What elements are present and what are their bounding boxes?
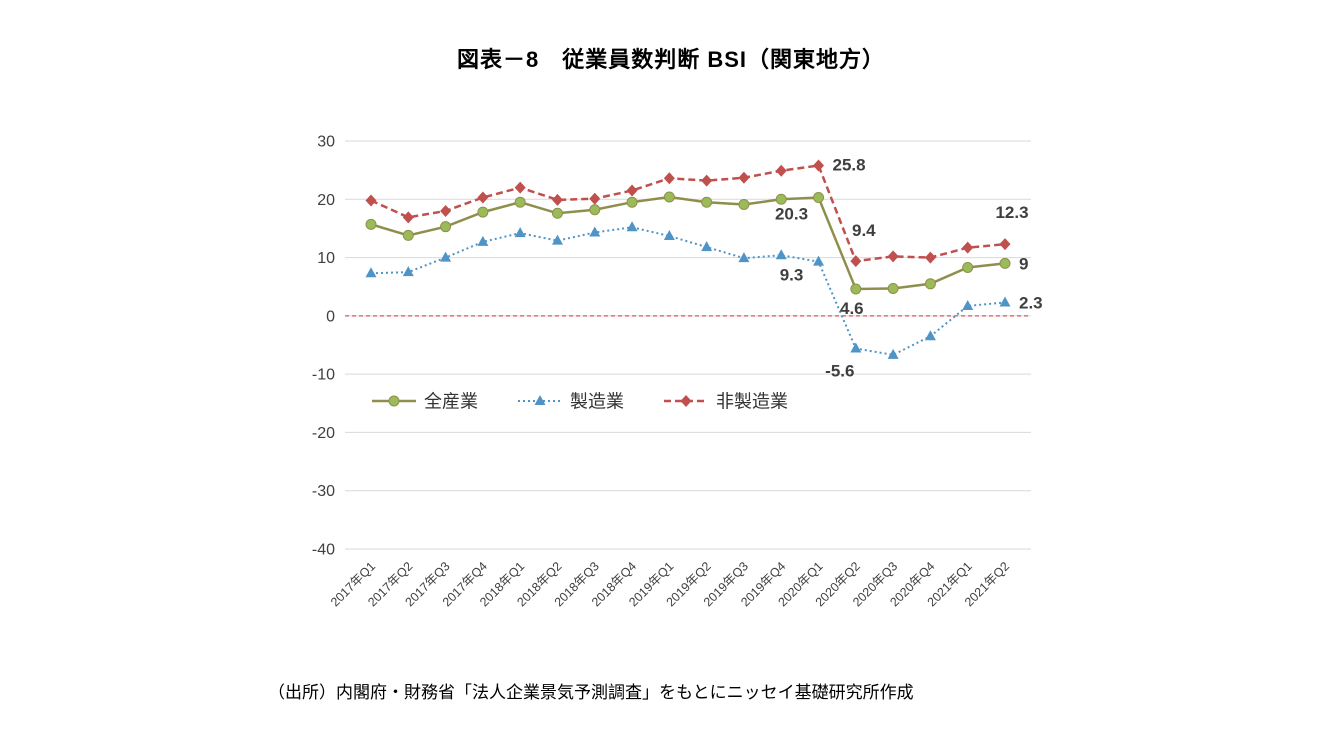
circle-marker-icon <box>775 193 787 205</box>
diamond-marker-icon <box>440 204 452 217</box>
triangle-marker-icon <box>850 342 862 353</box>
diamond-marker-icon <box>626 184 638 197</box>
triangle-marker-icon <box>663 230 675 241</box>
series-line-1 <box>370 226 1006 356</box>
triangle-marker-icon <box>887 348 899 359</box>
circle-marker-icon <box>813 192 825 204</box>
legend: 全産業 製造業 非製造業 <box>372 392 788 412</box>
diamond-marker-icon <box>850 255 862 268</box>
diamond-marker-icon <box>551 193 563 206</box>
triangle-marker-icon <box>924 330 936 341</box>
y-tick-label: -10 <box>312 367 335 384</box>
triangle-marker-icon <box>534 395 546 405</box>
circle-marker-icon <box>365 218 377 230</box>
y-tick-label: 20 <box>317 192 335 209</box>
gridlines <box>345 140 1031 550</box>
diamond-marker-icon <box>738 171 750 184</box>
y-tick-label: 0 <box>326 308 335 325</box>
circle-marker-icon <box>850 283 862 295</box>
data-label: 9.3 <box>780 266 804 285</box>
triangle-marker-icon <box>365 267 377 278</box>
data-label: 12.3 <box>995 203 1028 222</box>
diamond-marker-icon <box>962 241 974 254</box>
circle-marker-icon <box>962 261 974 273</box>
circle-marker-icon <box>663 191 675 203</box>
circle-marker-icon <box>924 278 936 290</box>
diamond-marker-icon <box>701 174 713 187</box>
triangle-marker-icon <box>514 227 526 238</box>
series-1 <box>365 221 1011 359</box>
diamond-marker-icon <box>775 164 787 177</box>
triangle-marker-icon <box>477 235 489 246</box>
diamond-marker-icon <box>589 192 601 205</box>
triangle-marker-icon <box>551 234 563 245</box>
triangle-marker-icon <box>962 299 974 310</box>
series-2 <box>365 159 1011 268</box>
triangle-marker-icon <box>440 251 452 262</box>
data-labels: 25.8 20.3 9.3 9.4 4.6 -5.6 12.3 9 2.3 <box>775 155 1043 380</box>
diamond-marker-icon <box>887 250 899 263</box>
diamond-marker-icon <box>514 181 526 194</box>
legend-label-1: 製造業 <box>570 392 624 412</box>
x-axis-labels: 2017年Q12017年Q22017年Q32017年Q42018年Q12018年… <box>328 559 1012 609</box>
series-line-0 <box>370 195 1006 291</box>
diamond-marker-icon <box>813 159 825 172</box>
y-axis-labels: 30 20 10 0 -10 -20 -30 -40 <box>312 134 335 559</box>
circle-marker-icon <box>887 282 899 294</box>
legend-label-0: 全産業 <box>424 392 478 412</box>
triangle-marker-icon <box>813 255 825 266</box>
circle-marker-icon <box>999 257 1011 269</box>
circle-marker-icon <box>701 196 713 208</box>
data-label: 20.3 <box>775 205 808 224</box>
legend-label-2: 非製造業 <box>716 392 788 412</box>
diamond-marker-icon <box>663 172 675 185</box>
diamond-marker-icon <box>924 251 936 264</box>
y-tick-label: -30 <box>312 483 335 500</box>
diamond-marker-icon <box>680 395 692 407</box>
circle-marker-icon <box>589 204 601 216</box>
chart-title: 図表－8 従業員数判断 BSI（関東地方） <box>456 47 886 72</box>
diamond-marker-icon <box>999 238 1011 251</box>
circle-marker-icon <box>626 196 638 208</box>
circle-marker-icon <box>440 221 452 233</box>
triangle-marker-icon <box>402 266 414 277</box>
triangle-marker-icon <box>738 252 750 263</box>
series-line-2 <box>370 164 1006 263</box>
circle-marker-icon <box>514 196 526 208</box>
circle-marker-icon <box>551 207 563 219</box>
circle-marker-icon <box>477 206 489 218</box>
circle-marker-icon <box>738 199 750 211</box>
data-label: 2.3 <box>1019 293 1043 312</box>
y-tick-label: -40 <box>312 542 335 559</box>
triangle-marker-icon <box>589 226 601 237</box>
y-tick-label: -20 <box>312 425 335 442</box>
diamond-marker-icon <box>477 191 489 204</box>
diamond-marker-icon <box>365 194 377 207</box>
triangle-marker-icon <box>626 221 638 232</box>
data-label: 9 <box>1019 254 1028 273</box>
source-note: （出所）内閣府・財務省「法人企業景気予測調査」をもとにニッセイ基礎研究所作成 <box>268 683 914 702</box>
data-label: 4.6 <box>840 299 864 318</box>
triangle-marker-icon <box>701 241 713 252</box>
data-label: 25.8 <box>833 155 866 174</box>
y-tick-label: 30 <box>317 134 335 151</box>
data-label: 9.4 <box>852 221 876 240</box>
diamond-marker-icon <box>402 211 414 224</box>
circle-marker-icon <box>388 395 400 407</box>
triangle-marker-icon <box>999 296 1011 307</box>
series-0 <box>365 191 1011 295</box>
triangle-marker-icon <box>775 249 787 260</box>
y-tick-label: 10 <box>317 250 335 267</box>
data-label: -5.6 <box>825 361 854 380</box>
circle-marker-icon <box>402 229 414 241</box>
